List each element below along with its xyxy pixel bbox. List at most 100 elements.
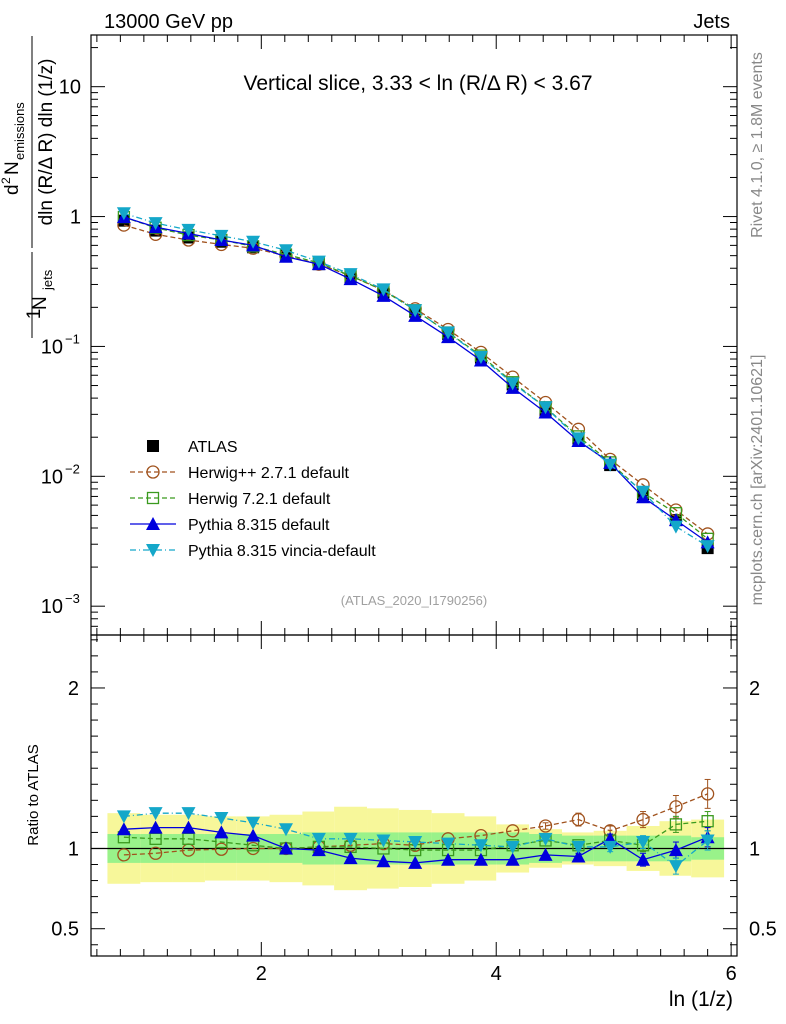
data-point-vincia: [181, 223, 196, 237]
main-y-tick-label: 1: [70, 207, 81, 229]
ratio-y-tick-label-right: 0.5: [749, 919, 777, 941]
mcplots-label: mcplots.cern.ch [arXiv:2401.10621]: [749, 355, 766, 606]
ratio-series-vincia: [116, 807, 715, 875]
svg-text:2: 2: [0, 177, 13, 184]
ratio-y-tick-label: 1: [68, 838, 79, 860]
ratio-point-pythia: [116, 822, 131, 836]
ratio-panel: 2 2 1 1 0.5 0.5 2 4 6 Ratio to ATLAS ln (1/z): [25, 634, 777, 1011]
data-point-vincia: [473, 350, 488, 364]
ratio-point-herwigpp: [636, 812, 650, 827]
data-point-vincia: [148, 217, 163, 231]
ratio-point-vincia: [181, 807, 196, 821]
legend-label-vincia: Pythia 8.315 vincia-default: [188, 543, 376, 560]
ratio-point-pythia: [214, 825, 229, 839]
svg-text:dln (R/Δ R) dln (1/z): dln (R/Δ R) dln (1/z): [36, 59, 57, 226]
ratio-point-herwigpp: [669, 800, 683, 814]
ratio-point-pythia: [505, 852, 520, 866]
main-y-tick-exponent: −2: [65, 461, 80, 476]
analysis-watermark: (ATLAS_2020_I1790256): [341, 593, 487, 608]
data-point-vincia: [636, 485, 651, 499]
x-axis-label: ln (1/z): [669, 988, 733, 1011]
series-line-herwigpp: [123, 224, 708, 535]
ratio-point-vincia: [603, 840, 618, 854]
ratio-point-vincia: [408, 836, 423, 850]
ratio-y-tick-label: 0.5: [51, 919, 79, 941]
ratio-point-vincia: [538, 832, 553, 846]
rivet-version-label: Rivet 4.1.0, ≥ 1.8M events: [749, 52, 766, 238]
ratio-point-pythia: [571, 849, 586, 863]
legend-item-vincia: Pythia 8.315 vincia-default: [130, 543, 376, 560]
ratio-point-herwigpp: [117, 848, 131, 862]
data-point-vincia: [668, 520, 683, 534]
ratio-point-herwigpp: [214, 842, 229, 856]
ratio-point-vincia: [668, 860, 683, 874]
data-point-vincia: [571, 432, 586, 446]
legend-marker-pythia: [146, 517, 160, 530]
ratio-point-vincia: [278, 823, 293, 837]
ratio-frame: [90, 634, 738, 957]
data-point-vincia: [700, 540, 715, 554]
ratio-point-herwigpp: [506, 824, 520, 838]
ratio-point-vincia: [343, 832, 358, 846]
ratio-point-herwigpp: [700, 787, 715, 801]
legend-marker-herwigpp: [146, 465, 160, 479]
ratio-point-herwigpp: [538, 819, 553, 833]
main-y-tick-label: 10: [59, 77, 81, 99]
ratio-point-vincia: [148, 807, 163, 821]
main-y-tick-label: 10: [41, 336, 63, 358]
legend-marker-herwig7: [146, 491, 160, 505]
ratio-point-pythia: [668, 843, 683, 857]
ratio-point-herwig7: [701, 815, 714, 828]
ratio-point-vincia: [116, 810, 131, 824]
legend-label-herwigpp: Herwig++ 2.7.1 default: [188, 465, 350, 482]
ratio-point-vincia: [571, 840, 586, 854]
header-right-label: Jets: [693, 11, 730, 33]
legend: ATLAS Herwig++ 2.7.1 default Herwig 7.2.1 …: [130, 439, 376, 560]
legend-item-herwig7: Herwig 7.2.1 default: [130, 491, 331, 508]
x-tick-label: 6: [726, 963, 737, 985]
ratio-y-tick-label-right: 2: [749, 678, 760, 700]
ratio-point-vincia: [311, 832, 326, 846]
main-y-tick-label: 10: [41, 596, 63, 618]
data-point-vincia: [311, 255, 326, 269]
svg-text:N: N: [2, 161, 23, 175]
data-point-vincia: [376, 283, 391, 297]
main-y-axis-label: 1 N jets d 2 N emissions dln (R/Δ R) dln…: [0, 36, 57, 338]
ratio-point-vincia: [636, 836, 651, 850]
ratio-point-pythia: [408, 855, 423, 869]
ratio-point-vincia: [700, 834, 715, 848]
ratio-point-vincia: [376, 834, 391, 848]
legend-label-atlas: ATLAS: [188, 439, 238, 456]
ratio-y-tick-label-right: 1: [749, 838, 760, 860]
ratio-point-herwigpp: [571, 812, 586, 827]
ratio-point-vincia: [441, 837, 456, 851]
ratio-point-vincia: [214, 811, 229, 825]
ratio-point-vincia: [473, 839, 488, 853]
main-y-tick-exponent: −3: [65, 591, 80, 606]
data-point-vincia: [505, 377, 520, 391]
main-y-tick-label: 10: [41, 466, 63, 488]
legend-marker-atlas: [147, 440, 159, 452]
data-point-vincia: [603, 458, 618, 472]
ratio-y-tick-label: 2: [68, 678, 79, 700]
data-point-vincia: [214, 229, 229, 243]
data-point-vincia: [246, 235, 261, 249]
svg-text:N: N: [30, 296, 51, 310]
x-tick-label: 2: [256, 963, 267, 985]
svg-text:jets: jets: [40, 269, 55, 291]
ratio-point-pythia: [343, 851, 358, 865]
data-point-vincia: [441, 326, 456, 340]
svg-text:1: 1: [24, 309, 45, 320]
ratio-point-pythia: [636, 852, 651, 866]
main-y-tick-exponent: −1: [65, 331, 80, 346]
legend-label-herwig7: Herwig 7.2.1 default: [188, 491, 331, 508]
ratio-point-herwigpp: [148, 846, 163, 860]
series-vincia: [116, 207, 715, 554]
legend-item-pythia: Pythia 8.315 default: [130, 517, 330, 534]
legend-marker-vincia: [146, 544, 160, 557]
legend-item-herwigpp: Herwig++ 2.7.1 default: [130, 465, 350, 482]
data-point-vincia: [538, 401, 553, 415]
svg-text:emissions: emissions: [12, 102, 27, 160]
